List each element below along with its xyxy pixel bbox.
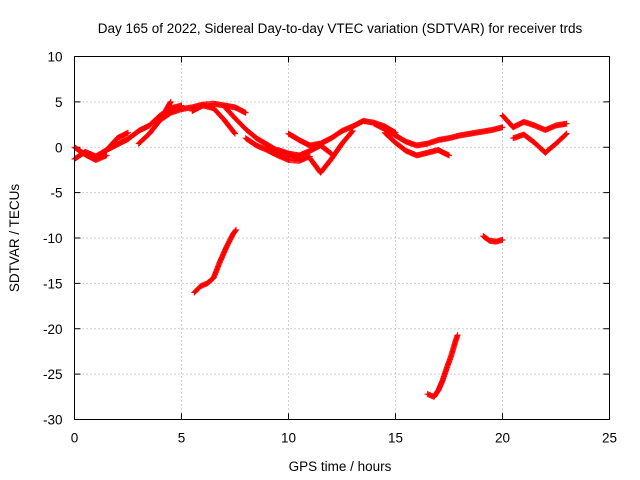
x-tick-label: 20 [495,431,510,446]
data-track [371,120,506,149]
x-tick-label: 0 [71,431,79,446]
data-track [189,102,238,137]
y-tick-label: -15 [43,276,63,291]
data-track [424,332,461,400]
data-track [306,127,356,176]
y-tick-label: -20 [43,322,63,337]
x-tick-label: 15 [388,431,403,446]
y-tick-label: 10 [47,50,62,65]
data-track [191,226,240,296]
y-tick-label: -30 [43,413,63,428]
data-track [242,135,313,164]
data-track [381,129,452,159]
y-axis-label: SDTVAR / TECUs [7,184,22,293]
data-marks [71,98,570,400]
data-track [480,233,506,245]
data-track [274,142,335,159]
x-axis-label: GPS time / hours [289,459,392,474]
x-tick-label: 5 [178,431,186,446]
y-tick-label: -25 [43,367,63,382]
data-track [510,130,570,156]
y-tick-label: 0 [55,140,63,155]
data-track [499,112,570,134]
x-tick-label: 10 [281,431,296,446]
chart-title: Day 165 of 2022, Sidereal Day-to-day VTE… [98,21,583,36]
y-tick-label: 5 [55,95,63,110]
y-tick-label: -5 [50,186,62,201]
y-tick-label: -10 [43,231,63,246]
axis-ticks: 0 5 10 15 20 25 -30 -25 -20 -15 -10 -5 0 5 10 [43,50,617,446]
plot-frame [74,56,610,420]
x-tick-label: 25 [602,431,617,446]
